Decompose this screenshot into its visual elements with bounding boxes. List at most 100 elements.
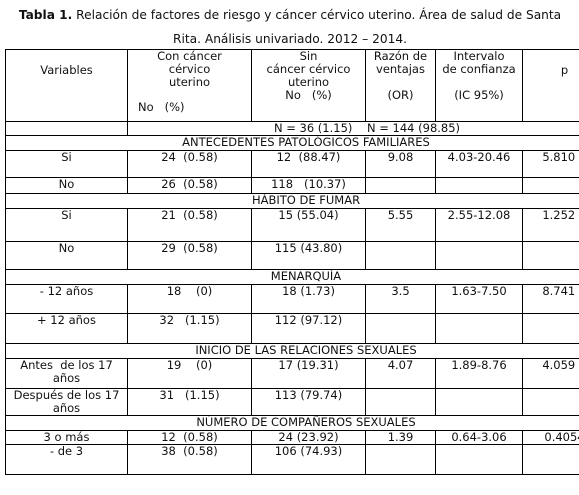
table-row: No 29 (0.58) 115 (43.80)	[5, 241, 579, 270]
p-cell	[522, 177, 579, 194]
sin-cancer-cell: 18 (1.73)	[251, 284, 366, 314]
header-sin-line1: Sin	[299, 49, 318, 63]
con-cancer-cell: 32 (1.15)	[127, 313, 252, 344]
p-cell: 8.741 x 10-4	[522, 284, 579, 314]
header-con-line1: Con cáncer	[157, 49, 222, 63]
table-row: - de 3 38 (0.58) 106 (74.93)	[5, 444, 579, 475]
section-title: INICIO DE LAS RELACIONES SEXUALES	[5, 343, 579, 359]
variable-cell: - de 3	[5, 444, 128, 475]
header-p: p	[522, 49, 579, 122]
or-cell	[365, 241, 436, 270]
table-row: - 12 años 18 (0) 18 (1.73) 3.5 1.63-7.50 8.74…	[5, 284, 579, 314]
n-row: N = 36 (1.15) N = 144 (98.85)	[5, 121, 579, 136]
header-ic-line1: Intervalo	[453, 49, 505, 63]
p-value: 0.4054	[544, 430, 579, 444]
p-exponent: -4	[525, 298, 579, 305]
header-con-line3: uterino	[168, 75, 211, 89]
p-cell: 1.252 x 10-5	[522, 208, 579, 242]
header-sin-line2: cáncer cérvico	[266, 62, 351, 76]
p-exponent: -5	[525, 164, 579, 171]
header-or-line1: Razón de	[373, 49, 428, 63]
header-ic-line2: de confianza	[442, 62, 516, 76]
or-cell: 5.55	[365, 208, 436, 242]
section-title: NÚMERO DE COMPAÑEROS SEXUALES	[5, 415, 579, 431]
ic-cell	[435, 313, 523, 344]
sin-cancer-cell: 24 (23.92)	[251, 430, 366, 445]
variable-cell: Si	[5, 208, 128, 242]
table-caption: Tabla 1. Relación de factores de riesgo …	[6, 3, 574, 51]
or-cell: 9.08	[365, 150, 436, 178]
ic-cell	[435, 444, 523, 475]
ic-cell: 4.03-20.46	[435, 150, 523, 178]
p-cell: 4.059 x 10-4	[522, 358, 579, 389]
header-con-cancer: Con cáncer cérvico uterino No (%)	[127, 49, 252, 122]
caption-label: Tabla 1.	[18, 8, 73, 22]
table-row: Si 21 (0.58) 15 (55.04) 5.55 2.55-12.08 1.252…	[5, 208, 579, 242]
variable-cell: + 12 años	[5, 313, 128, 344]
p-exponent: -4	[525, 372, 579, 379]
con-cancer-cell: 24 (0.58)	[127, 150, 252, 178]
header-sin-cancer: Sin cáncer cérvico uterino No (%)	[251, 49, 366, 122]
variable-cell: Antes de los 17 años	[5, 358, 128, 389]
variable-cell: No	[5, 241, 128, 270]
or-cell	[365, 313, 436, 344]
p-cell	[522, 444, 579, 475]
or-cell	[365, 444, 436, 475]
sin-cancer-cell: 15 (55.04)	[251, 208, 366, 242]
ic-cell	[435, 177, 523, 194]
header-variables: Variables	[5, 49, 128, 122]
section-row: MENARQUÍA	[5, 269, 579, 285]
sin-cancer-cell: 12 (88.47)	[251, 150, 366, 178]
ic-cell: 0.64-3.06	[435, 430, 523, 445]
section-row: NÚMERO DE COMPAÑEROS SEXUALES	[5, 415, 579, 431]
table-row: Si 24 (0.58) 12 (88.47) 9.08 4.03-20.46 5.810…	[5, 150, 579, 178]
p-exponent: -5	[525, 222, 579, 229]
sin-cancer-cell: 17 (19.31)	[251, 358, 366, 389]
variable-cell: Después de los 17 años	[5, 388, 128, 416]
ic-cell: 1.89-8.76	[435, 358, 523, 389]
p-cell	[522, 313, 579, 344]
section-title: HÁBITO DE FUMAR	[5, 193, 579, 209]
p-value: 5.810 x 10	[542, 150, 579, 164]
or-cell: 1.39	[365, 430, 436, 445]
ic-cell: 1.63-7.50	[435, 284, 523, 314]
ic-cell	[435, 241, 523, 270]
caption-text: Relación de factores de riesgo y cáncer …	[76, 8, 562, 46]
header-sin-line3: uterino	[287, 75, 330, 89]
n-row-spacer	[5, 121, 128, 136]
con-cancer-cell: 12 (0.58)	[127, 430, 252, 445]
table-row: 3 o más 12 (0.58) 24 (23.92) 1.39 0.64-3.06 0…	[5, 430, 579, 445]
con-cancer-cell: 26 (0.58)	[127, 177, 252, 194]
p-cell	[522, 388, 579, 416]
con-cancer-cell: 19 (0)	[127, 358, 252, 389]
sin-cancer-cell: 115 (43.80)	[251, 241, 366, 270]
header-ic: Intervalo de confianza (IC 95%)	[435, 49, 523, 122]
or-cell: 3.5	[365, 284, 436, 314]
risk-factor-table: Variables Con cáncer cérvico uterino No …	[5, 49, 579, 475]
p-value: 4.059 x 10	[542, 358, 579, 372]
header-or-line2: ventajas	[376, 62, 425, 76]
sin-cancer-cell: 106 (74.93)	[251, 444, 366, 475]
or-cell	[365, 177, 436, 194]
header-row: Variables Con cáncer cérvico uterino No …	[5, 49, 579, 122]
con-cancer-cell: 31 (1.15)	[127, 388, 252, 416]
header-or-line3: (OR)	[387, 88, 414, 102]
variable-cell: - 12 años	[5, 284, 128, 314]
header-ic-line3: (IC 95%)	[454, 88, 504, 102]
header-con-line4: No (%)	[138, 100, 185, 114]
sin-cancer-cell: 113 (79.74)	[251, 388, 366, 416]
section-row: ANTECEDENTES PATOLÓGICOS FAMILIARES	[5, 135, 579, 151]
variable-cell: No	[5, 177, 128, 194]
or-cell: 4.07	[365, 358, 436, 389]
section-title: ANTECEDENTES PATOLÓGICOS FAMILIARES	[5, 135, 579, 151]
section-row: INICIO DE LAS RELACIONES SEXUALES	[5, 343, 579, 359]
section-row: HÁBITO DE FUMAR	[5, 193, 579, 209]
con-cancer-cell: 18 (0)	[127, 284, 252, 314]
ic-cell: 2.55-12.08	[435, 208, 523, 242]
table-row: + 12 años 32 (1.15) 112 (97.12)	[5, 313, 579, 344]
p-value: 1.252 x 10	[542, 208, 579, 222]
variable-cell: 3 o más	[5, 430, 128, 445]
p-cell: 5.810 x 10-5	[522, 150, 579, 178]
ic-cell	[435, 388, 523, 416]
sin-cancer-cell: 112 (97.12)	[251, 313, 366, 344]
